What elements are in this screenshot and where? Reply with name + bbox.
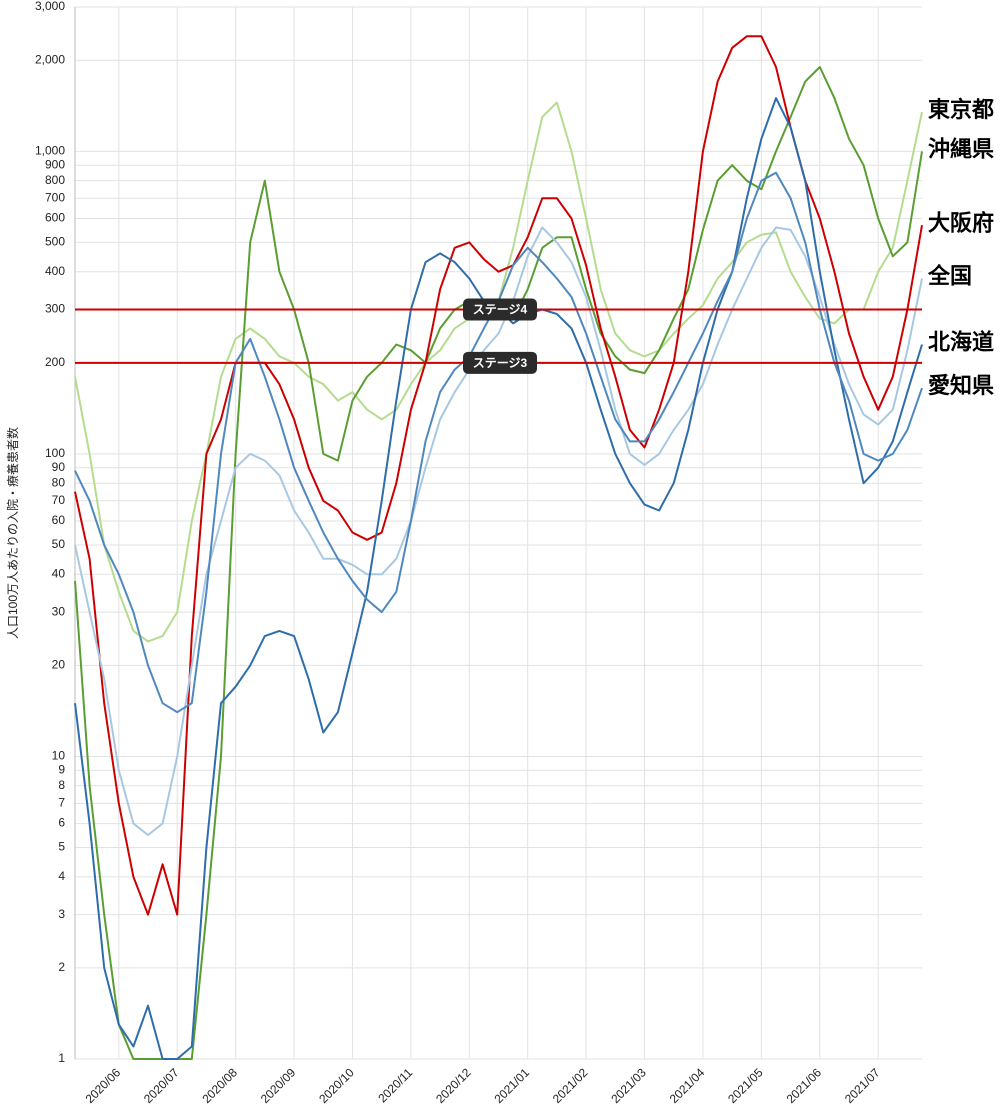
y-tick-label: 10 <box>52 749 66 763</box>
series-line <box>74 226 923 836</box>
x-tick-label: 2020/06 <box>83 1065 124 1106</box>
y-tick-label: 300 <box>45 302 65 316</box>
y-tick-label: 80 <box>52 475 66 489</box>
x-tick-label: 2020/09 <box>258 1065 299 1106</box>
y-tick-label: 2 <box>58 960 65 974</box>
x-tick-label: 2021/01 <box>491 1065 532 1106</box>
stage-badge: ステージ3 <box>463 351 537 374</box>
badge-box <box>463 351 537 374</box>
y-tick-label: 3 <box>58 907 65 921</box>
y-tick-label: 900 <box>45 157 65 171</box>
x-tick-label: 2021/03 <box>608 1065 649 1106</box>
y-tick-label: 70 <box>52 493 66 507</box>
y-tick-label: 60 <box>52 513 66 527</box>
y-tick-label: 40 <box>52 566 66 580</box>
y-tick-label: 50 <box>52 537 66 551</box>
legend-label: 大阪府 <box>928 210 994 235</box>
badge-label: ステージ4 <box>473 303 528 317</box>
x-tick-label: 2020/10 <box>316 1065 357 1106</box>
y-tick-label: 7 <box>58 795 65 809</box>
y-tick-label: 5 <box>58 840 65 854</box>
y-tick-label: 200 <box>45 355 65 369</box>
badge-box <box>463 298 537 321</box>
x-tick-label: 2021/05 <box>725 1065 766 1106</box>
legend-label: 全国 <box>927 264 972 289</box>
y-tick-label: 3,000 <box>35 0 65 13</box>
x-tick-label: 2020/12 <box>433 1065 474 1106</box>
y-tick-label: 1 <box>58 1051 65 1065</box>
x-tick-label: 2020/07 <box>141 1065 182 1106</box>
y-tick-label: 20 <box>52 658 66 672</box>
x-tick-label: 2021/02 <box>550 1065 591 1106</box>
series-line <box>74 171 923 714</box>
x-tick-label: 2021/06 <box>784 1065 825 1106</box>
series-line <box>74 35 923 916</box>
y-tick-label: 30 <box>52 604 66 618</box>
y-tick-label: 600 <box>45 211 65 225</box>
y-tick-label: 4 <box>58 869 65 883</box>
legend-label: 愛知県 <box>928 373 994 398</box>
y-tick-label: 8 <box>58 778 65 792</box>
badge-label: ステージ3 <box>473 356 528 370</box>
y-tick-label: 500 <box>45 235 65 249</box>
y-tick-label: 700 <box>45 190 65 204</box>
y-tick-label: 2,000 <box>35 52 65 66</box>
legend-label: 北海道 <box>928 330 994 355</box>
x-tick-label: 2021/07 <box>842 1065 883 1106</box>
y-axis-label: 人口100万人あたりの入院・療養患者数 <box>5 427 20 639</box>
y-tick-label: 6 <box>58 816 65 830</box>
y-tick-label: 90 <box>52 460 66 474</box>
legend-label: 沖縄県 <box>928 136 994 161</box>
stage-badge: ステージ4 <box>463 298 537 321</box>
legend-label: 東京都 <box>928 97 994 122</box>
y-tick-label: 1,000 <box>35 144 65 158</box>
x-tick-label: 2020/11 <box>375 1065 415 1105</box>
y-tick-label: 100 <box>45 446 65 460</box>
y-tick-label: 400 <box>45 264 65 278</box>
x-tick-label: 2021/04 <box>667 1065 708 1106</box>
y-tick-label: 800 <box>45 173 65 187</box>
x-tick-label: 2020/08 <box>199 1065 240 1106</box>
y-tick-label: 9 <box>58 762 65 776</box>
